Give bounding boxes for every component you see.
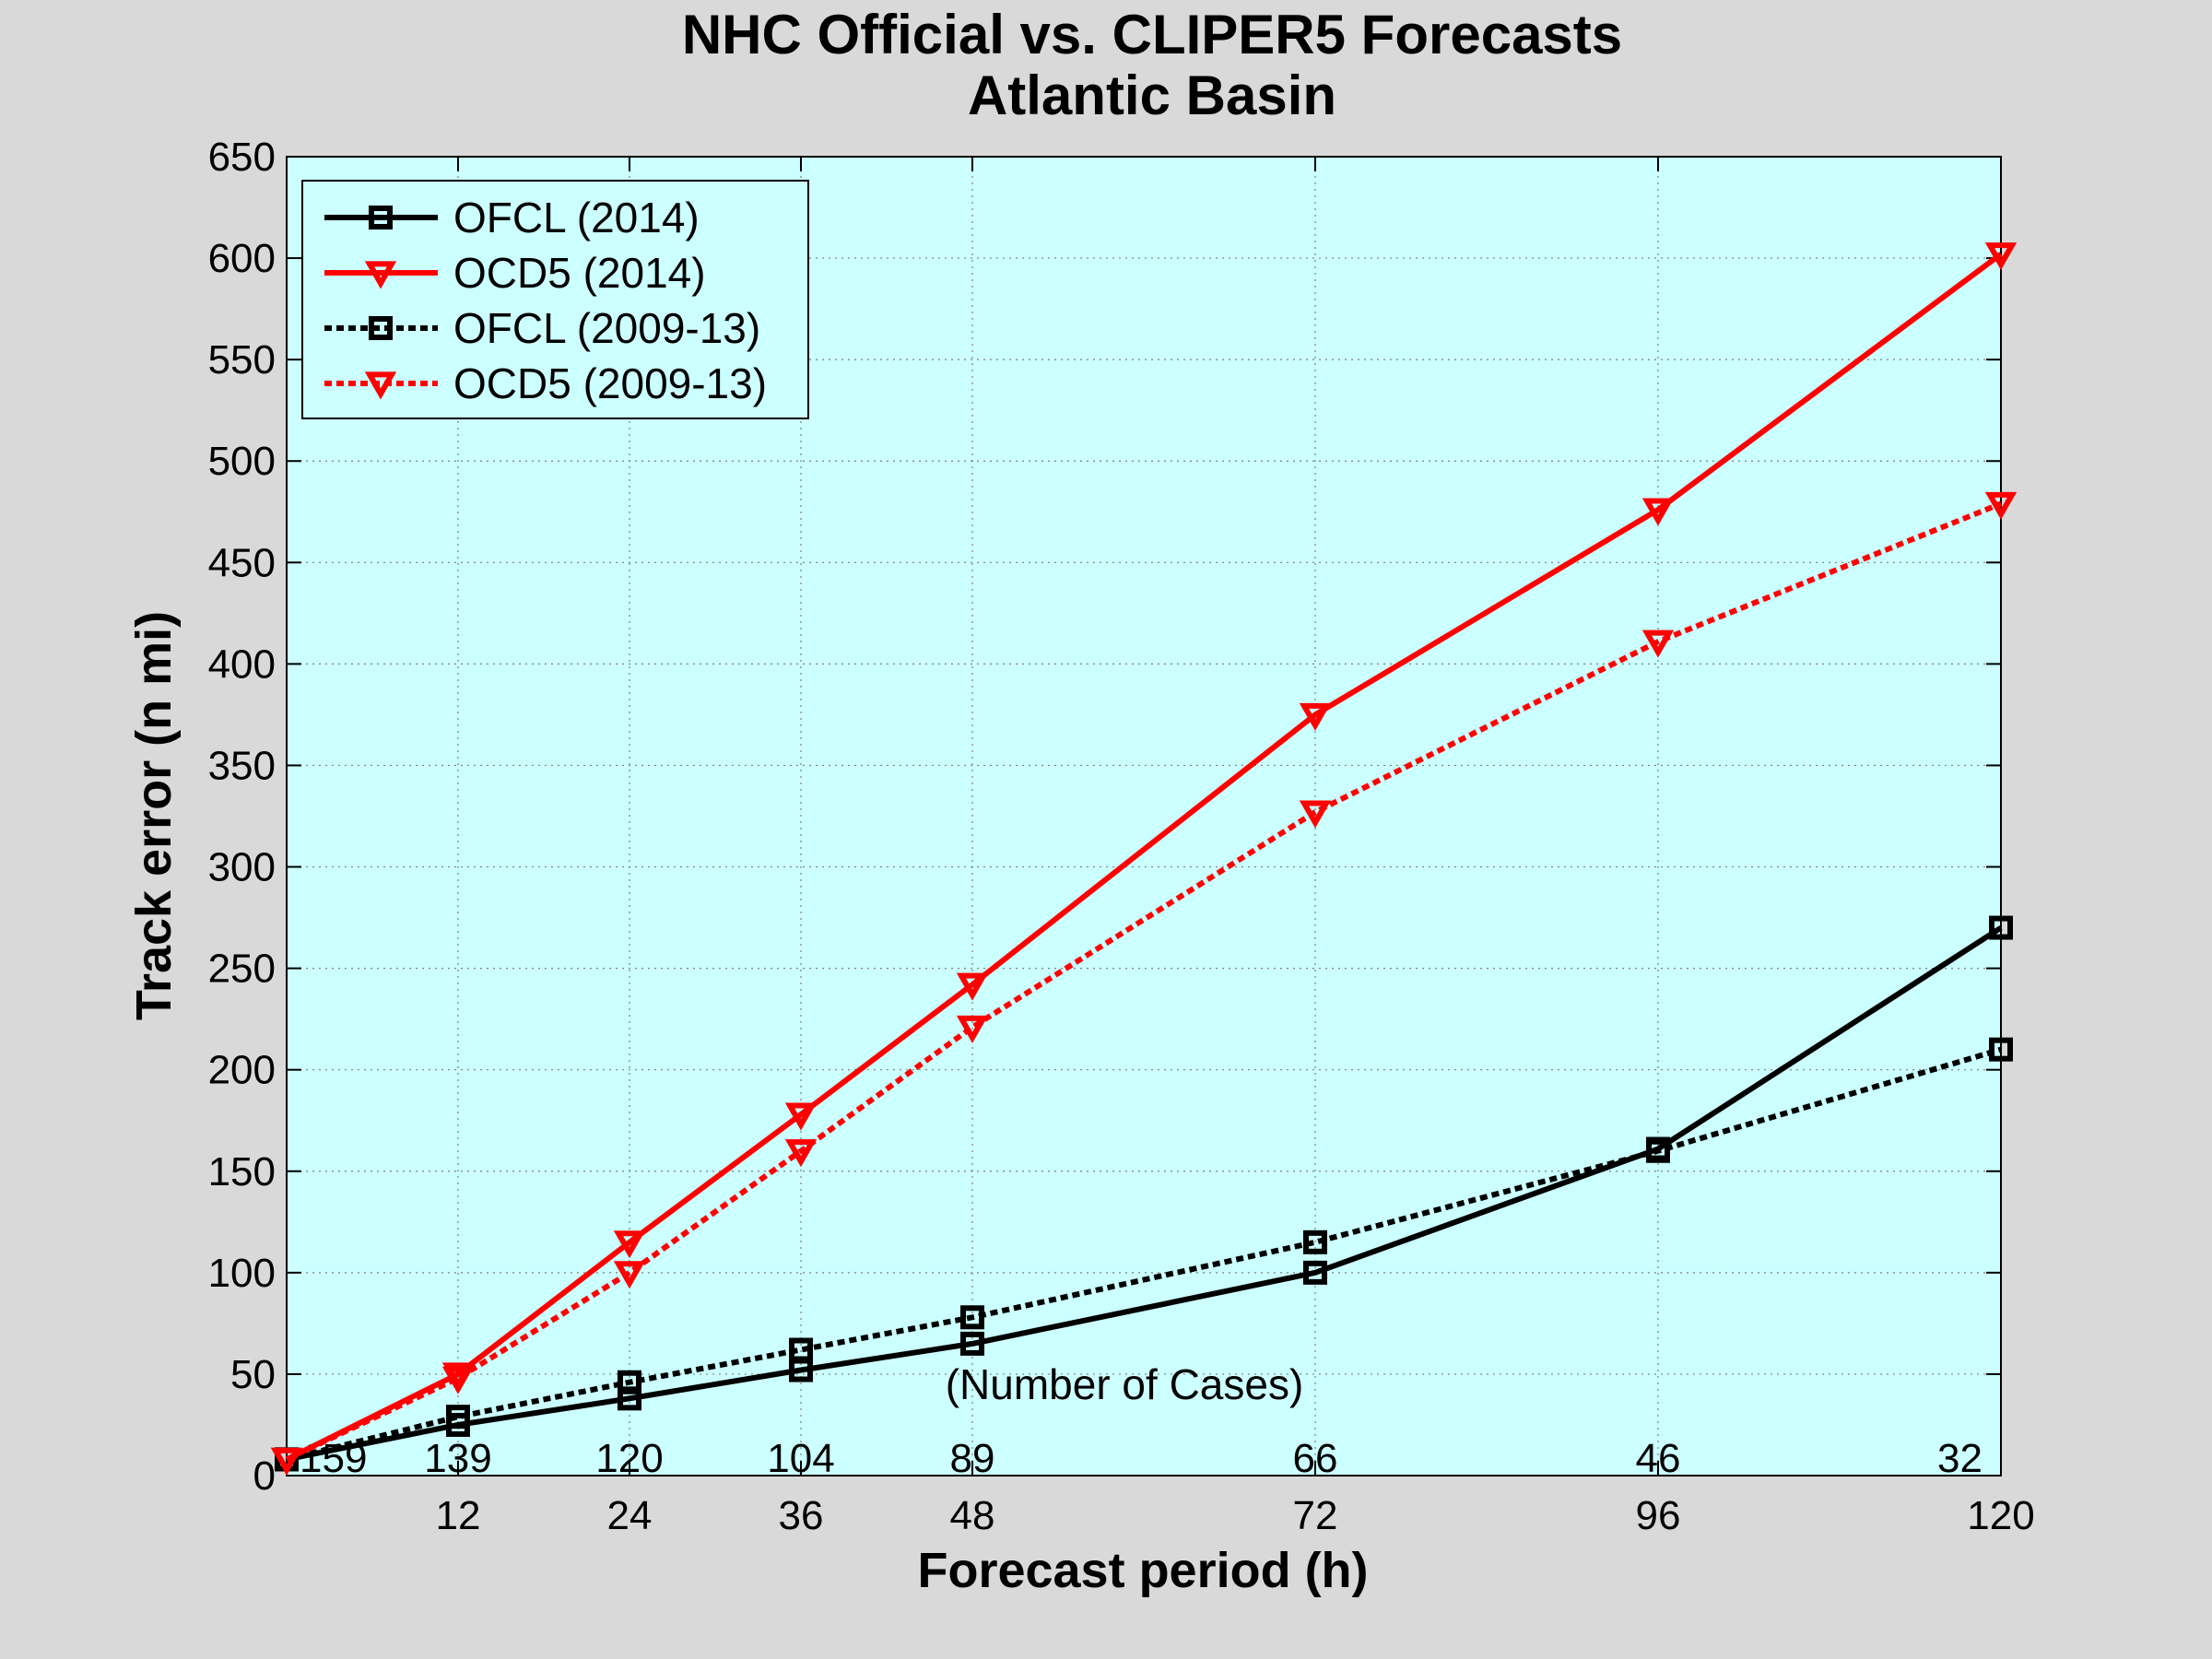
chart-title: NHC Official vs. CLIPER5 Forecasts bbox=[682, 4, 1622, 65]
x-axis-tick-labels: 12 24 36 48 72 96 120 bbox=[436, 1493, 2035, 1538]
series-point bbox=[960, 1305, 984, 1330]
legend-swatch-marker bbox=[369, 206, 393, 229]
case-count-label: 89 bbox=[950, 1436, 995, 1481]
number-of-cases-annotation: (Number of Cases) bbox=[946, 1360, 1304, 1408]
legend-swatch-marker bbox=[364, 261, 397, 289]
case-count-label: 104 bbox=[767, 1436, 834, 1481]
series-point bbox=[1984, 491, 2018, 520]
series-point bbox=[960, 1331, 984, 1356]
series-line bbox=[286, 1046, 2002, 1463]
y-tick-label: 150 bbox=[208, 1149, 276, 1194]
y-tick-label: 400 bbox=[208, 641, 276, 687]
plot-frame bbox=[286, 156, 2002, 1477]
series-point bbox=[956, 972, 989, 1001]
series-point bbox=[1989, 915, 2013, 940]
series-point bbox=[784, 1102, 818, 1131]
series-point bbox=[956, 1015, 989, 1043]
case-count-labels: 159 139 120 104 89 66 46 32 bbox=[300, 1436, 1983, 1481]
series-point bbox=[1641, 498, 1675, 526]
x-tick-label: 24 bbox=[607, 1493, 653, 1538]
y-tick-label: 300 bbox=[208, 845, 276, 890]
y-axis-label: Track error (n mi) bbox=[126, 611, 182, 1020]
x-axis-label: Forecast period (h) bbox=[917, 1543, 1368, 1598]
case-count-label: 120 bbox=[595, 1436, 663, 1481]
legend-label: OFCL (2014) bbox=[453, 194, 700, 241]
case-count-label: 139 bbox=[424, 1436, 491, 1481]
series-point bbox=[1989, 1037, 2013, 1062]
x-tick-label: 96 bbox=[1636, 1493, 1681, 1538]
y-tick-label: 350 bbox=[208, 743, 276, 788]
legend-label: OCD5 (2014) bbox=[453, 249, 706, 297]
series-line bbox=[286, 925, 2003, 1463]
x-tick-label: 72 bbox=[1293, 1493, 1338, 1538]
series-point bbox=[1646, 1136, 1670, 1161]
y-axis-tick-labels: 0 50 100 150 200 250 300 350 400 450 500 550 600 650 bbox=[208, 135, 276, 1499]
series-ocd5-2014- bbox=[270, 242, 2018, 1476]
y-tick-label: 450 bbox=[208, 540, 276, 585]
x-tick-label: 36 bbox=[779, 1493, 824, 1538]
series-point bbox=[784, 1139, 818, 1168]
x-tick-label: 120 bbox=[1967, 1493, 2034, 1538]
series-point bbox=[789, 1358, 813, 1382]
x-tick-label: 12 bbox=[436, 1493, 481, 1538]
y-tick-label: 100 bbox=[208, 1251, 276, 1296]
series-line bbox=[285, 500, 2003, 1463]
y-tick-label: 0 bbox=[253, 1453, 276, 1499]
y-tick-label: 600 bbox=[208, 236, 276, 281]
y-tick-label: 550 bbox=[208, 337, 276, 382]
series-ofcl-2014- bbox=[275, 915, 2013, 1472]
legend-label: OFCL (2009-13) bbox=[453, 304, 760, 352]
y-tick-label: 500 bbox=[208, 439, 276, 484]
series-point bbox=[1641, 629, 1675, 658]
case-count-label: 46 bbox=[1636, 1436, 1681, 1481]
series-point bbox=[613, 1230, 646, 1259]
series-point bbox=[1984, 242, 2018, 271]
y-tick-label: 200 bbox=[208, 1048, 276, 1093]
series-point bbox=[270, 1447, 303, 1476]
series-point bbox=[1299, 800, 1332, 829]
case-count-label: 32 bbox=[1937, 1436, 1983, 1481]
legend-items: OFCL (2014) OCD5 (2014) OFCL (2009-13) OCD5… bbox=[324, 194, 767, 407]
series-layer bbox=[270, 242, 2018, 1476]
series-point bbox=[1303, 1230, 1327, 1254]
case-count-label: 66 bbox=[1293, 1436, 1338, 1481]
y-tick-label: 650 bbox=[208, 135, 276, 180]
legend-swatch-marker bbox=[364, 371, 397, 400]
legend-item: OCD5 (2014) bbox=[324, 249, 706, 297]
y-tick-label: 50 bbox=[230, 1352, 276, 1397]
series-point bbox=[446, 1412, 470, 1437]
x-tick-label: 48 bbox=[950, 1493, 995, 1538]
series-point bbox=[1303, 1260, 1327, 1285]
legend-item: OFCL (2014) bbox=[324, 194, 700, 241]
y-tick-label: 250 bbox=[208, 947, 276, 992]
series-point bbox=[441, 1362, 475, 1391]
legend-item: OFCL (2009-13) bbox=[324, 304, 760, 352]
legend-swatch-marker bbox=[369, 316, 393, 340]
legend: OFCL (2014) OCD5 (2014) OFCL (2009-13) OCD5… bbox=[301, 180, 809, 419]
legend-item: OCD5 (2009-13) bbox=[324, 359, 767, 407]
series-point bbox=[1299, 702, 1332, 731]
series-point bbox=[613, 1261, 646, 1289]
chart-subtitle: Atlantic Basin bbox=[968, 65, 1336, 126]
series-point bbox=[618, 1386, 641, 1411]
legend-label: OCD5 (2009-13) bbox=[453, 359, 767, 407]
series-line bbox=[285, 252, 2003, 1463]
